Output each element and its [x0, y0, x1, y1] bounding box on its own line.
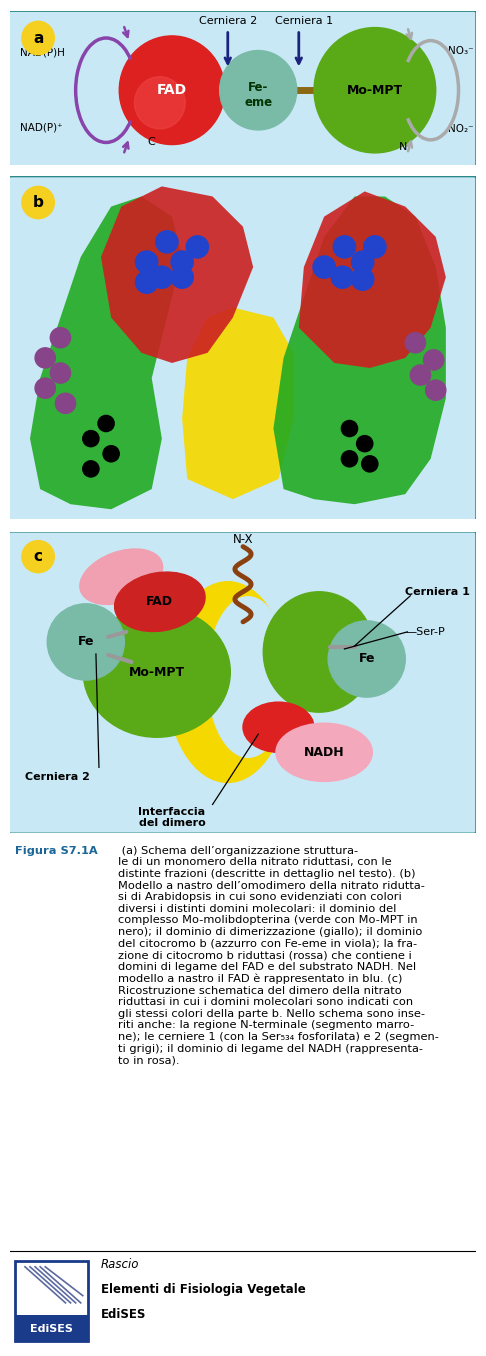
Text: NO₃⁻: NO₃⁻ [448, 46, 473, 56]
Circle shape [426, 380, 446, 400]
Text: (a) Schema dell’organizzazione struttura-
le di un monomero della nitrato ridutt: (a) Schema dell’organizzazione struttura… [118, 846, 439, 1064]
Circle shape [50, 363, 70, 384]
Ellipse shape [167, 582, 289, 782]
Text: c: c [34, 549, 43, 564]
Text: NAD(P)H: NAD(P)H [20, 47, 65, 57]
Text: Cerniera 2: Cerniera 2 [25, 773, 90, 782]
Circle shape [410, 365, 431, 385]
Circle shape [364, 236, 386, 258]
Polygon shape [274, 197, 446, 504]
Polygon shape [101, 186, 253, 363]
Text: b: b [33, 195, 44, 210]
Circle shape [341, 450, 358, 466]
Circle shape [47, 603, 124, 681]
Circle shape [362, 456, 378, 472]
Circle shape [331, 266, 353, 289]
Circle shape [341, 420, 358, 437]
Circle shape [171, 266, 193, 289]
Text: EdiSES: EdiSES [101, 1307, 146, 1321]
Circle shape [351, 251, 374, 273]
Circle shape [50, 328, 70, 347]
Circle shape [357, 435, 373, 452]
Circle shape [98, 415, 114, 431]
Circle shape [103, 446, 119, 462]
Ellipse shape [115, 572, 205, 632]
Circle shape [220, 50, 297, 130]
Ellipse shape [83, 607, 230, 738]
Circle shape [83, 431, 99, 446]
Circle shape [136, 271, 158, 293]
Polygon shape [30, 197, 182, 510]
Text: eme: eme [244, 96, 272, 110]
FancyBboxPatch shape [9, 11, 476, 167]
Text: NO₂⁻: NO₂⁻ [448, 123, 473, 134]
Circle shape [423, 350, 444, 370]
Text: —Ser-P: —Ser-P [405, 626, 445, 637]
Text: Cerniera 2: Cerniera 2 [199, 16, 257, 26]
Circle shape [151, 266, 173, 289]
Circle shape [405, 332, 426, 353]
Polygon shape [299, 191, 446, 367]
Circle shape [314, 27, 436, 153]
Text: Interfaccia
del dimero: Interfaccia del dimero [139, 807, 206, 829]
Circle shape [83, 461, 99, 477]
Circle shape [22, 541, 54, 572]
Text: NADH: NADH [304, 746, 345, 759]
Text: Rascio: Rascio [101, 1258, 139, 1271]
Polygon shape [182, 308, 294, 499]
Text: Elementi di Fisiologia Vegetale: Elementi di Fisiologia Vegetale [101, 1283, 306, 1296]
Ellipse shape [208, 597, 289, 757]
FancyBboxPatch shape [9, 532, 476, 834]
Circle shape [351, 268, 374, 290]
Circle shape [22, 186, 54, 218]
Text: N-X: N-X [233, 533, 253, 546]
Ellipse shape [243, 702, 314, 753]
Circle shape [328, 621, 405, 697]
Text: EdiSES: EdiSES [30, 1323, 73, 1333]
Text: FAD: FAD [157, 83, 187, 98]
Circle shape [35, 378, 55, 399]
Ellipse shape [80, 549, 163, 605]
Circle shape [333, 236, 356, 258]
Text: Mo-MPT: Mo-MPT [129, 666, 185, 678]
Text: C: C [148, 137, 156, 148]
Circle shape [22, 22, 54, 54]
FancyBboxPatch shape [9, 176, 476, 521]
Text: Cerniera 1: Cerniera 1 [405, 587, 470, 597]
Text: a: a [33, 30, 43, 46]
Circle shape [136, 251, 158, 273]
Text: NAD(P)⁺: NAD(P)⁺ [20, 123, 63, 133]
Text: Fe-: Fe- [248, 80, 268, 94]
Text: Mo-MPT: Mo-MPT [347, 84, 403, 96]
Circle shape [156, 231, 178, 254]
Circle shape [119, 35, 225, 145]
Ellipse shape [263, 591, 375, 712]
Text: Figura S7.1A: Figura S7.1A [15, 846, 97, 856]
Text: Cerniera 1: Cerniera 1 [275, 16, 333, 26]
Circle shape [35, 347, 55, 367]
Circle shape [171, 251, 193, 273]
Text: FAD: FAD [146, 595, 174, 609]
Text: Fe: Fe [78, 636, 94, 648]
Text: Fe: Fe [359, 652, 375, 666]
Circle shape [186, 236, 208, 258]
FancyBboxPatch shape [15, 1315, 88, 1341]
Circle shape [135, 77, 185, 129]
Circle shape [313, 256, 335, 278]
Circle shape [55, 393, 76, 414]
Ellipse shape [276, 723, 372, 781]
FancyBboxPatch shape [15, 1261, 88, 1341]
Text: N: N [399, 141, 407, 152]
